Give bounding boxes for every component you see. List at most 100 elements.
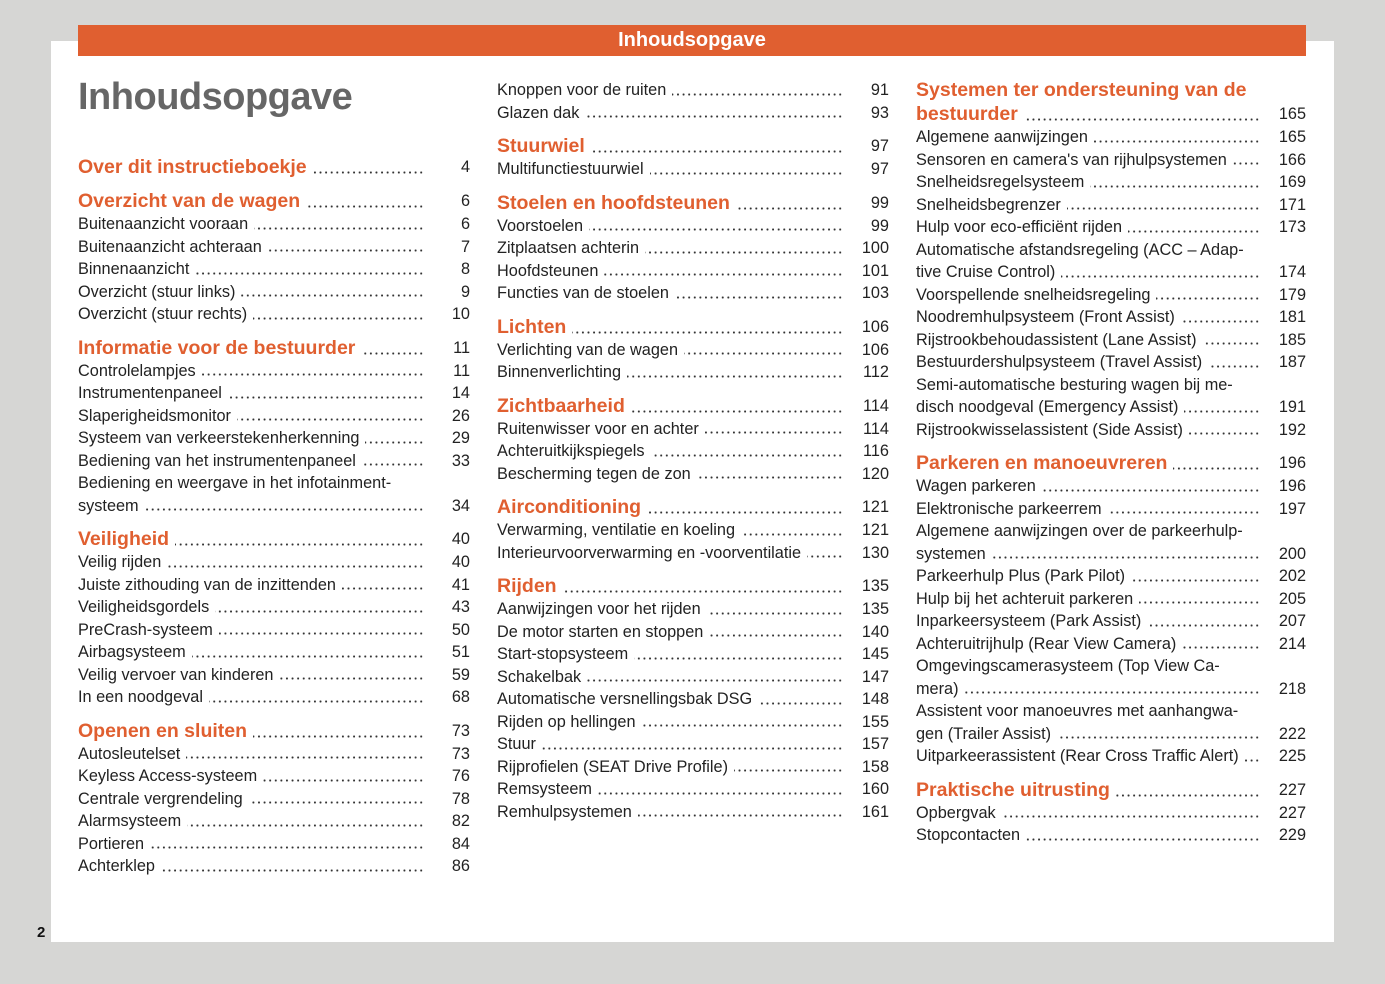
toc-entry-link[interactable]: Assistent voor manoeuvres met aanhangwa-… — [916, 700, 1306, 745]
toc-entry-link[interactable]: Voorstoelen 99 — [497, 215, 889, 238]
page-reference: 165 — [1278, 105, 1306, 123]
toc-entry-link[interactable]: Portieren 84 — [78, 833, 470, 856]
toc-entry-link[interactable]: Parkeerhulp Plus (Park Pilot) 202 — [916, 565, 1306, 588]
toc-entry-link[interactable]: Semi-automatische besturing wagen bij me… — [916, 374, 1306, 419]
toc-chapter-link[interactable]: Openen en sluiten 73 — [78, 719, 470, 743]
toc-chapter-link[interactable]: Stoelen en hoofdsteunen 99 — [497, 191, 889, 215]
toc-entry-link[interactable]: Start-stopsysteem 145 — [497, 643, 889, 666]
toc-entry-link[interactable]: Interieurvoorverwarming en -voorventilat… — [497, 542, 889, 565]
toc-entry-link[interactable]: Stopcontacten 229 — [916, 824, 1306, 847]
toc-entry-link[interactable]: Functies van de stoelen 103 — [497, 282, 889, 305]
toc-chapter-link[interactable]: Parkeren en manoeuvreren 196 — [916, 451, 1306, 475]
toc-entry-link[interactable]: Rijstrookwisselassistent (Side Assist) 19… — [916, 419, 1306, 442]
page-reference: 9 — [460, 282, 470, 301]
toc-entry-link[interactable]: Centrale vergrendeling 78 — [78, 788, 470, 811]
toc-entry-link[interactable]: Overzicht (stuur links) 9 — [78, 281, 470, 304]
toc-entry-link[interactable]: Multifunctiestuurwiel 97 — [497, 158, 889, 181]
toc-chapter-link[interactable]: Stuurwiel 97 — [497, 134, 889, 158]
toc-entry-link[interactable]: Inparkeersysteem (Park Assist) 207 — [916, 610, 1306, 633]
toc-chapter-link[interactable]: Systemen ter ondersteuning van de bestuur… — [916, 78, 1306, 126]
toc-chapter-link[interactable]: Airconditioning 121 — [497, 495, 889, 519]
toc-entry-link[interactable]: Hulp bij het achteruit parkeren 205 — [916, 588, 1306, 611]
toc-chapter-link[interactable]: Rijden 135 — [497, 574, 889, 598]
toc-entry-link[interactable]: Binnenverlichting 112 — [497, 361, 889, 384]
entry-title: Veiligheid — [78, 528, 176, 550]
toc-entry-link[interactable]: De motor starten en stoppen 140 — [497, 621, 889, 644]
dot-leader — [78, 294, 424, 297]
toc-entry-link[interactable]: Automatische afstandsregeling (ACC – Ada… — [916, 239, 1306, 284]
toc-entry-link[interactable]: Algemene aanwijzingen 165 — [916, 126, 1306, 149]
page-reference: 197 — [1278, 499, 1306, 518]
toc-chapter-link[interactable]: Lichten 106 — [497, 315, 889, 339]
page-reference: 10 — [451, 305, 470, 323]
toc-entry-link[interactable]: Slaperigheidsmonitor 26 — [78, 405, 470, 428]
toc-entry-link[interactable]: Instrumentenpaneel 14 — [78, 382, 470, 405]
toc-chapter-link[interactable]: Veiligheid 40 — [78, 527, 470, 551]
page-reference: 120 — [861, 464, 889, 483]
toc-entry-link[interactable]: Remsysteem 160 — [497, 778, 889, 801]
toc-entry-link[interactable]: Rijprofielen (SEAT Drive Profile) 158 — [497, 756, 889, 779]
entry-title: Juiste zithouding van de inzittenden — [78, 575, 342, 594]
entry-title: Multifunctiestuurwiel — [497, 160, 650, 178]
toc-entry-link[interactable]: Veilig rijden 40 — [78, 551, 470, 574]
toc-entry-link[interactable]: Algemene aanwijzingen over de parkeerhul… — [916, 520, 1306, 565]
toc-entry-link[interactable]: Automatische versnellingsbak DSG 148 — [497, 688, 889, 711]
toc-entry-link[interactable]: Snelheidsregelsysteem 169 — [916, 171, 1306, 194]
toc-entry-link[interactable]: Alarmsysteem 82 — [78, 810, 470, 833]
toc-entry-link[interactable]: Achterklep 86 — [78, 855, 470, 878]
toc-entry-link[interactable]: Hulp voor eco-efficiënt rijden 173 — [916, 216, 1306, 239]
toc-entry-link[interactable]: Binnenaanzicht 8 — [78, 258, 470, 281]
toc-entry-link[interactable]: Noodremhulpsysteem (Front Assist) 181 — [916, 306, 1306, 329]
page-reference: 50 — [451, 620, 470, 639]
toc-chapter-link[interactable]: Informatie voor de bestuurder 11 — [78, 336, 470, 360]
toc-chapter-link[interactable]: Over dit instructieboekje 4 — [78, 155, 470, 179]
toc-entry-link[interactable]: Voorspellende snelheidsregeling 179 — [916, 284, 1306, 307]
toc-chapter-link[interactable]: Overzicht van de wagen 6 — [78, 189, 470, 213]
toc-entry-link[interactable]: Veiligheidsgordels 43 — [78, 596, 470, 619]
toc-entry-link[interactable]: PreCrash-systeem 50 — [78, 619, 470, 642]
toc-entry-link[interactable]: Bescherming tegen de zon 120 — [497, 463, 889, 486]
toc-entry-link[interactable]: Rijstrookbehoudassistent (Lane Assist) 18… — [916, 329, 1306, 352]
toc-entry-link[interactable]: Sensoren en camera's van rijhulpsystemen… — [916, 149, 1306, 172]
toc-entry-link[interactable]: Veilig vervoer van kinderen 59 — [78, 664, 470, 687]
entry-title: Rijprofielen (SEAT Drive Profile) — [497, 757, 735, 776]
toc-entry-link[interactable]: Verwarming, ventilatie en koeling 121 — [497, 519, 889, 542]
toc-entry-link[interactable]: Achteruitrijhulp (Rear View Camera) 214 — [916, 633, 1306, 656]
page-reference: 106 — [861, 340, 889, 359]
toc-entry-link[interactable]: In een noodgeval 68 — [78, 686, 470, 709]
toc-entry-link[interactable]: Elektronische parkeerrem 197 — [916, 498, 1306, 521]
toc-entry-link[interactable]: Hoofdsteunen 101 — [497, 260, 889, 283]
toc-entry-link[interactable]: Systeem van verkeerstekenherkenning 29 — [78, 427, 470, 450]
toc-entry-link[interactable]: Wagen parkeren 196 — [916, 475, 1306, 498]
toc-entry-link[interactable]: Opbergvak 227 — [916, 802, 1306, 825]
toc-entry-link[interactable]: Snelheidsbegrenzer 171 — [916, 194, 1306, 217]
toc-entry-link[interactable]: Ruitenwisser voor en achter 114 — [497, 418, 889, 441]
toc-entry-link[interactable]: Keyless Access-systeem 76 — [78, 765, 470, 788]
toc-entry-link[interactable]: Bediening en weergave in het infotainmen… — [78, 472, 470, 517]
toc-entry-link[interactable]: Achteruitkijkspiegels 116 — [497, 440, 889, 463]
toc-entry-link[interactable]: Verlichting van de wagen 106 — [497, 339, 889, 362]
toc-entry-link[interactable]: Bediening van het instrumentenpaneel 33 — [78, 450, 470, 473]
toc-chapter-link[interactable]: Zichtbaarheid 114 — [497, 394, 889, 418]
toc-entry-link[interactable]: Uitparkeerassistent (Rear Cross Traffic … — [916, 745, 1306, 768]
toc-entry-link[interactable]: Rijden op hellingen 155 — [497, 711, 889, 734]
toc-entry-link[interactable]: Buitenaanzicht vooraan 6 — [78, 213, 470, 236]
toc-entry-link[interactable]: Aanwijzingen voor het rijden 135 — [497, 598, 889, 621]
entry-title: Veilig rijden — [78, 553, 168, 571]
toc-entry-link[interactable]: Glazen dak 93 — [497, 102, 889, 125]
toc-entry-link[interactable]: Omgevingscamerasysteem (Top View Ca-mera… — [916, 655, 1306, 700]
toc-entry-link[interactable]: Autosleutelset 73 — [78, 743, 470, 766]
toc-entry-link[interactable]: Controlelampjes 11 — [78, 360, 470, 383]
toc-entry-link[interactable]: Remhulpsystemen 161 — [497, 801, 889, 824]
toc-entry-link[interactable]: Overzicht (stuur rechts) 10 — [78, 303, 470, 326]
toc-entry-link[interactable]: Zitplaatsen achterin 100 — [497, 237, 889, 260]
toc-entry-link[interactable]: Knoppen voor de ruiten 91 — [497, 79, 889, 102]
toc-entry-link[interactable]: Schakelbak 147 — [497, 666, 889, 689]
toc-entry-link[interactable]: Airbagsysteem 51 — [78, 641, 470, 664]
toc-chapter-link[interactable]: Praktische uitrusting 227 — [916, 778, 1306, 802]
toc-entry-link[interactable]: Bestuurdershulpsysteem (Travel Assist) 18… — [916, 351, 1306, 374]
entry-title: Bediening van het instrumentenpaneel — [78, 451, 362, 470]
toc-entry-link[interactable]: Stuur 157 — [497, 733, 889, 756]
toc-entry-link[interactable]: Juiste zithouding van de inzittenden 41 — [78, 574, 470, 597]
toc-entry-link[interactable]: Buitenaanzicht achteraan 7 — [78, 236, 470, 259]
